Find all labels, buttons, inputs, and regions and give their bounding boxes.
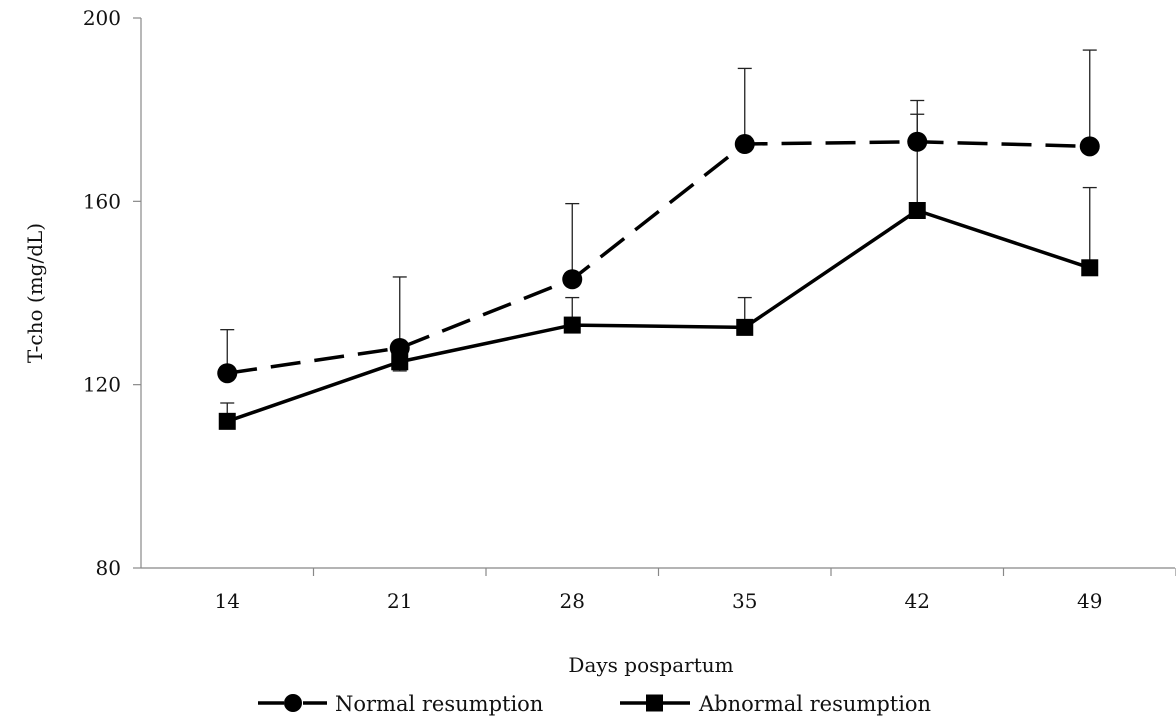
markers bbox=[217, 131, 1100, 430]
data-point-normal bbox=[1079, 136, 1100, 157]
legend-label-abnormal: Abnormal resumption bbox=[698, 692, 931, 716]
y-axis-title: T-cho (mg/dL) bbox=[23, 223, 47, 363]
x-tick-label: 42 bbox=[905, 589, 930, 613]
series-lines bbox=[226, 140, 1091, 423]
series-line-abnormal bbox=[226, 208, 1091, 423]
data-point-normal bbox=[734, 134, 755, 155]
data-point-abnormal bbox=[563, 316, 581, 334]
data-point-normal bbox=[389, 338, 410, 358]
y-tick-label: 120 bbox=[83, 373, 121, 397]
x-tick-label: 14 bbox=[215, 589, 240, 613]
y-tick-label: 160 bbox=[83, 189, 121, 213]
error-bars bbox=[220, 49, 1097, 422]
legend-item-normal: Normal resumption bbox=[258, 692, 543, 716]
series-line-normal bbox=[226, 140, 1090, 375]
data-point-normal bbox=[217, 363, 238, 384]
y-tick-label: 200 bbox=[83, 6, 121, 30]
x-axis-title: Days pospartum bbox=[568, 653, 733, 677]
y-tick-label: 80 bbox=[96, 556, 121, 580]
legend-label-normal: Normal resumption bbox=[335, 692, 543, 716]
legend-item-abnormal: Abnormal resumption bbox=[620, 692, 931, 716]
data-point-abnormal bbox=[908, 202, 926, 219]
x-tick-label: 28 bbox=[560, 589, 585, 613]
x-tick-label: 35 bbox=[732, 589, 757, 613]
legend-marker-circle bbox=[284, 694, 302, 712]
data-point-normal bbox=[907, 131, 928, 152]
legend-marker-square bbox=[646, 694, 663, 712]
x-tick-label: 21 bbox=[387, 589, 412, 613]
axes: 80 120 160 200 14 21 28 35 42 49 bbox=[83, 6, 1176, 613]
y-ticks: 80 120 160 200 bbox=[83, 6, 141, 580]
data-point-normal bbox=[562, 269, 583, 290]
data-point-abnormal bbox=[736, 318, 754, 336]
legend: Normal resumption Abnormal resumption bbox=[258, 692, 931, 716]
x-tick-label: 49 bbox=[1077, 589, 1102, 613]
x-ticks: 14 21 28 35 42 49 bbox=[215, 568, 1176, 613]
data-point-abnormal bbox=[218, 412, 236, 430]
data-point-abnormal bbox=[1081, 259, 1099, 277]
data-point-abnormal bbox=[391, 353, 409, 371]
